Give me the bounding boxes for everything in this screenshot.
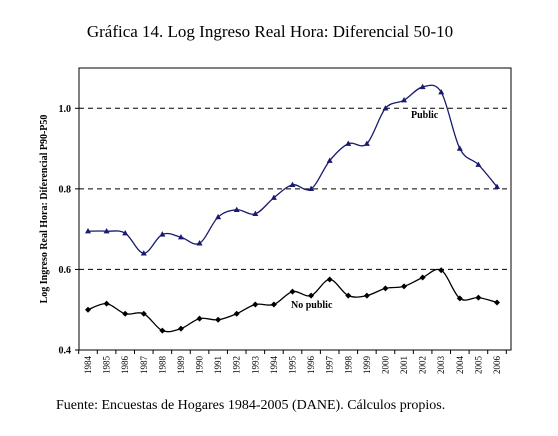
x-tick-label: 1988 [157,356,167,375]
y-tick-label: 0.8 [59,184,72,195]
x-tick-label: 1991 [213,356,223,374]
x-tick-label: 1999 [362,356,372,375]
data-point-public [438,88,445,95]
data-point-public [252,210,259,217]
data-point-public [326,157,333,163]
data-point-no-public [326,276,333,283]
data-point-no-public [456,295,463,302]
x-tick-label: 2006 [492,356,502,375]
x-tick-label: 2003 [436,356,446,375]
data-point-public [196,240,203,246]
y-tick-label: 1.0 [59,104,72,115]
data-point-public [270,194,277,200]
data-point-public [419,83,426,90]
data-point-no-public [215,316,222,323]
series-label-public: Public [411,110,439,121]
x-tick-label: 2000 [380,356,390,375]
data-point-public [345,140,352,146]
data-point-public [122,229,129,236]
x-tick-label: 1985 [102,356,112,375]
data-point-public [456,145,463,151]
x-tick-label: 1994 [269,356,279,375]
data-point-no-public [85,306,91,313]
data-point-no-public [382,285,389,292]
data-point-no-public [233,310,240,317]
data-point-no-public [159,327,166,334]
y-axis-label: Log Ingreso Real Hora: Diferencial P90-P… [39,115,50,304]
x-tick-label: 1992 [232,356,242,374]
y-tick-label: 0.6 [59,265,72,276]
y-tick-label: 0.4 [59,346,72,357]
data-point-public [215,213,222,220]
data-point-public [159,231,166,237]
data-point-public [233,206,240,213]
data-point-public [494,183,500,190]
data-point-no-public [140,310,147,317]
series-label-no-public: No public [291,300,333,311]
data-point-no-public [122,310,129,317]
x-tick-label: 1990 [195,356,205,375]
data-point-no-public [494,299,500,306]
data-point-no-public [475,294,482,301]
x-tick-label: 2004 [455,356,465,375]
data-point-no-public [252,301,259,308]
chart-source: Fuente: Encuestas de Hogares 1984-2005 (… [56,398,446,413]
data-point-no-public [289,288,296,295]
data-point-public [289,181,296,188]
x-tick-label: 1997 [325,356,335,375]
data-point-public [382,105,389,111]
x-tick-label: 1996 [306,356,316,375]
data-point-no-public [419,274,426,281]
x-tick-label: 1989 [176,356,186,375]
data-point-public [85,227,91,234]
data-point-no-public [363,292,370,299]
plot-frame [78,67,512,351]
x-tick-label: 1984 [83,356,93,375]
data-point-no-public [345,292,352,299]
x-tick-label: 2002 [418,356,428,374]
data-point-public [140,250,147,256]
data-point-no-public [401,283,408,290]
y-axis: 0.4 0.6 0.8 1.0 [59,104,79,357]
data-point-no-public [196,315,203,322]
x-tick-label: 2005 [473,356,483,375]
data-point-no-public [438,267,445,274]
x-tick-label: 2001 [399,356,409,374]
data-point-no-public [103,300,110,307]
data-point-public [308,185,315,192]
x-tick-label: 1987 [139,356,149,375]
data-point-no-public [177,325,184,332]
data-point-public [401,97,408,103]
x-axis: 1984 1985 1986 1987 1988 1989 1990 1991 1992 1993… [78,350,507,375]
chart-title: Gráfica 14. Log Ingreso Real Hora: Difer… [86,22,454,41]
data-point-public [363,140,370,146]
data-point-no-public [308,292,315,299]
data-point-public [177,234,184,240]
x-tick-label: 1998 [343,356,353,375]
x-tick-label: 1993 [250,356,260,375]
x-tick-label: 1995 [288,356,298,375]
data-point-public [475,161,482,167]
data-point-no-public [270,301,277,308]
gridlines [79,107,511,270]
data-point-public [103,227,110,234]
x-tick-label: 1986 [120,356,130,375]
series-layer: Public No public [85,83,500,334]
